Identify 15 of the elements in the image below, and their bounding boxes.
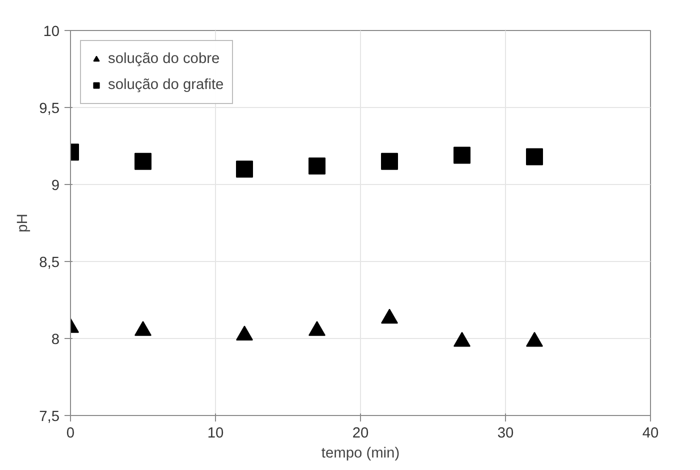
- x-tick-label: 0: [66, 426, 75, 442]
- y-tick-label: 8,5: [39, 255, 60, 271]
- legend-label: solução do cobre: [108, 51, 220, 67]
- y-tick-label: 8: [51, 332, 60, 348]
- x-tick-label: 10: [207, 426, 224, 442]
- x-tick-label: 30: [497, 426, 514, 442]
- x-tick-label: 20: [352, 426, 369, 442]
- x-tick-label: 40: [642, 426, 659, 442]
- y-tick-label: 7,5: [39, 409, 60, 425]
- y-tick-label: 9: [51, 178, 60, 194]
- x-axis-title: tempo (min): [321, 446, 400, 462]
- y-tick-label: 10: [43, 24, 60, 40]
- legend-label: solução do grafite: [108, 77, 224, 93]
- y-axis-title: pH: [15, 214, 32, 232]
- y-tick-label: 9,5: [39, 101, 60, 117]
